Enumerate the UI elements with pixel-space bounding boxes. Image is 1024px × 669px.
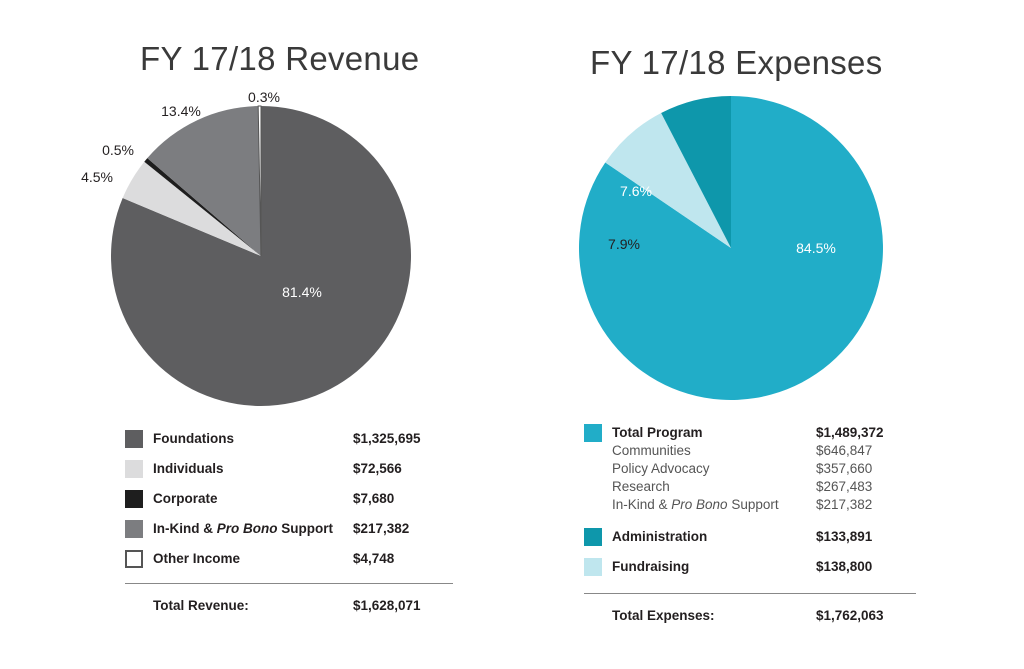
pie-slice-label: 7.6% xyxy=(620,183,652,199)
pie-slice-label: 84.5% xyxy=(796,240,836,256)
revenue-legend: Foundations $1,325,695 Individuals $72,5… xyxy=(125,430,455,620)
total-label: Total Revenue: xyxy=(153,598,249,613)
pie-slice-other-income xyxy=(257,105,262,257)
pie-slice-individuals xyxy=(122,161,261,256)
legend-amount: $72,566 xyxy=(353,461,402,476)
legend-label: Foundations xyxy=(153,431,234,446)
pie-slice-label: 81.4% xyxy=(282,284,322,300)
sub-item-amount: $357,660 xyxy=(816,461,873,476)
legend-amount: $1,325,695 xyxy=(353,431,421,446)
pie-slice-label: 4.5% xyxy=(81,169,113,185)
sub-item-label: Communities xyxy=(612,443,691,458)
pie-slice-label: 13.4% xyxy=(161,103,201,119)
sub-item-amount: $267,483 xyxy=(816,479,873,494)
sub-item-amount: $217,382 xyxy=(816,497,873,512)
legend-swatch xyxy=(125,490,143,508)
total-amount: $1,762,063 xyxy=(816,608,884,623)
legend-label: Fundraising xyxy=(612,559,690,574)
expenses-chart-title: FY 17/18 Expenses xyxy=(590,44,883,81)
pie-slice-label: 7.9% xyxy=(608,236,640,252)
legend-swatch xyxy=(125,520,143,538)
sub-item-label: Research xyxy=(612,479,670,494)
legend-swatch xyxy=(584,528,602,546)
legend-label: Corporate xyxy=(153,491,218,506)
legend-amount: $138,800 xyxy=(816,559,873,574)
legend-swatch xyxy=(125,460,143,478)
sub-item-label: In-Kind & Pro Bono Support xyxy=(612,497,779,512)
legend-amount: $217,382 xyxy=(353,521,410,536)
legend-label: Total Program xyxy=(612,425,703,440)
legend-amount: $7,680 xyxy=(353,491,395,506)
legend-swatch xyxy=(584,558,602,576)
legend-amount: $4,748 xyxy=(353,551,395,566)
total-divider xyxy=(584,593,916,594)
legend-label: In-Kind & Pro Bono Support xyxy=(153,521,333,536)
legend-amount: $133,891 xyxy=(816,529,873,544)
legend-swatch xyxy=(125,430,143,448)
pie-slice-label: 0.3% xyxy=(248,89,280,105)
pie-slice-administration xyxy=(661,95,731,248)
total-divider xyxy=(125,583,453,584)
legend-label: Administration xyxy=(612,529,708,544)
legend-amount: $1,489,372 xyxy=(816,425,884,440)
pie-slice-corporate xyxy=(144,158,261,256)
legend-swatch xyxy=(584,424,602,442)
total-amount: $1,628,071 xyxy=(353,598,421,613)
revenue-chart-title: FY 17/18 Revenue xyxy=(140,40,420,77)
pie-slice-in-kind-pro-bono-support xyxy=(147,106,261,256)
expenses-legend: Total Program $1,489,372 Communities $64… xyxy=(584,424,924,629)
legend-label: Other Income xyxy=(153,551,241,566)
pie-slice-total-program xyxy=(578,96,883,400)
total-label: Total Expenses: xyxy=(612,608,715,623)
sub-item-amount: $646,847 xyxy=(816,443,873,458)
legend-swatch xyxy=(125,550,143,568)
legend-label: Individuals xyxy=(153,461,224,476)
pie-slice-fundraising xyxy=(605,113,731,248)
sub-item-label: Policy Advocacy xyxy=(612,461,710,476)
pie-slice-label: 0.5% xyxy=(102,142,134,158)
